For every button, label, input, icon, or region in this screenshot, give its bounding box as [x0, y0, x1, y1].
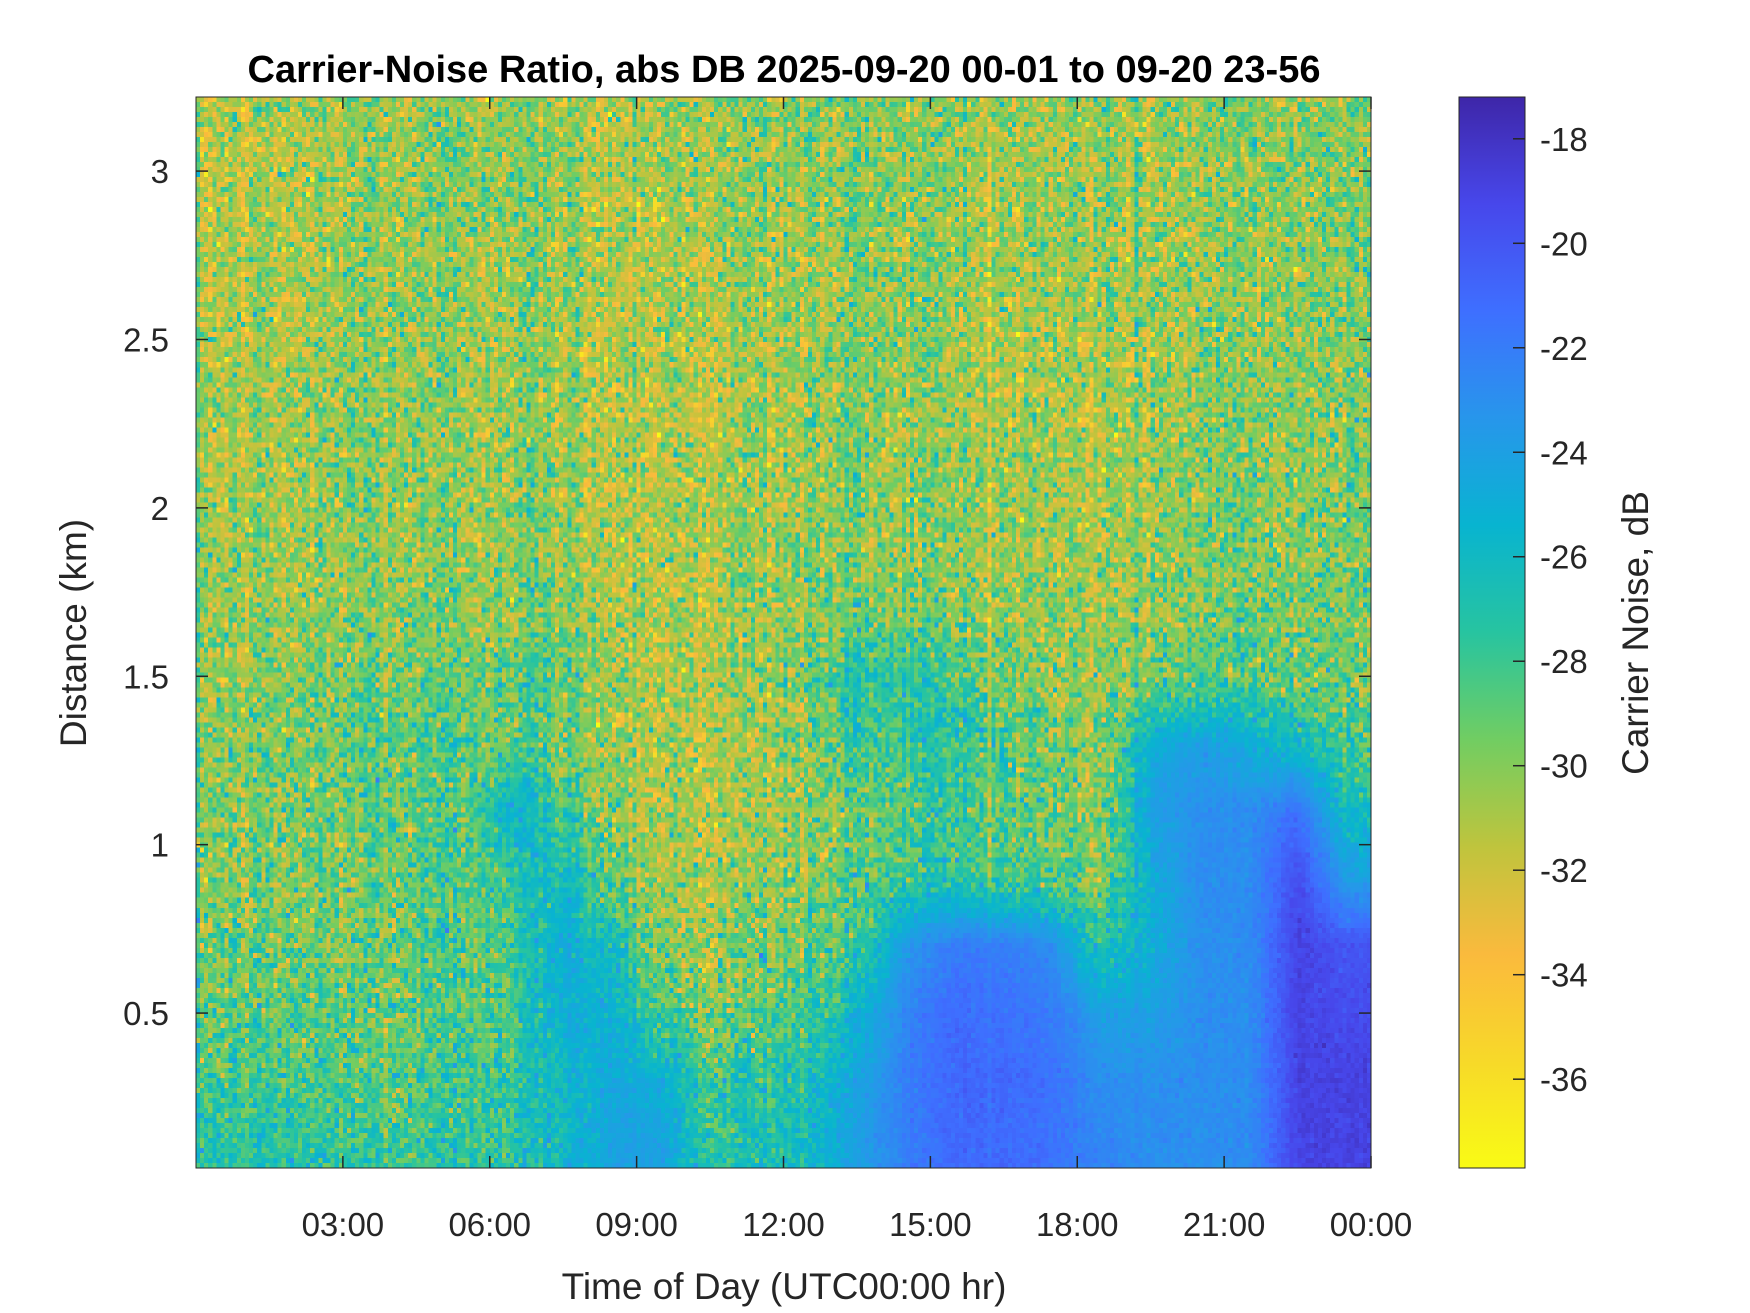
colorbar-tick-label: -28 — [1540, 643, 1588, 680]
y-axis: 0.5 1 1.5 2 2.5 3 — [123, 153, 1371, 1032]
x-tick-label: 00:00 — [1330, 1206, 1413, 1243]
colorbar-label: Carrier Noise, dB — [1615, 491, 1656, 775]
colorbar-tick-label: -30 — [1540, 748, 1588, 785]
colorbar-axis: -18 -20 -22 -24 -26 -28 -30 -32 -34 -36 — [1513, 121, 1588, 1098]
x-tick-label: 03:00 — [302, 1206, 385, 1243]
x-tick-label: 12:00 — [742, 1206, 825, 1243]
colorbar-tick-label: -36 — [1540, 1061, 1588, 1098]
y-tick-label: 1.5 — [123, 658, 169, 695]
plot-frame — [195, 96, 1372, 1169]
colorbar-tick-label: -18 — [1540, 121, 1588, 158]
y-tick-label: 0.5 — [123, 995, 169, 1032]
x-tick-label: 15:00 — [889, 1206, 972, 1243]
colorbar-tick-label: -34 — [1540, 957, 1588, 994]
y-axis-label: Distance (km) — [53, 519, 94, 747]
y-tick-label: 1 — [151, 827, 169, 864]
chart-title: Carrier-Noise Ratio, abs DB 2025-09-20 0… — [248, 49, 1321, 91]
x-axis-label: Time of Day (UTC00:00 hr) — [562, 1266, 1007, 1307]
colorbar-tick-label: -20 — [1540, 225, 1588, 262]
x-tick-label: 06:00 — [448, 1206, 531, 1243]
colorbar-tick-label: -26 — [1540, 539, 1588, 576]
y-tick-label: 2.5 — [123, 321, 169, 358]
x-tick-label: 21:00 — [1183, 1206, 1266, 1243]
colorbar-tick-label: -22 — [1540, 330, 1588, 367]
heatmap-image — [196, 97, 1371, 1168]
x-tick-label: 09:00 — [595, 1206, 678, 1243]
y-tick-label: 3 — [151, 153, 169, 190]
y-tick-label: 2 — [151, 490, 169, 527]
x-axis: 03:00 06:00 09:00 12:00 15:00 18:00 21:00 00:00 — [302, 97, 1413, 1243]
colorbar-tick-label: -24 — [1540, 434, 1588, 471]
x-tick-label: 18:00 — [1036, 1206, 1119, 1243]
colorbar — [1458, 96, 1526, 1169]
colorbar-tick-label: -32 — [1540, 852, 1588, 889]
